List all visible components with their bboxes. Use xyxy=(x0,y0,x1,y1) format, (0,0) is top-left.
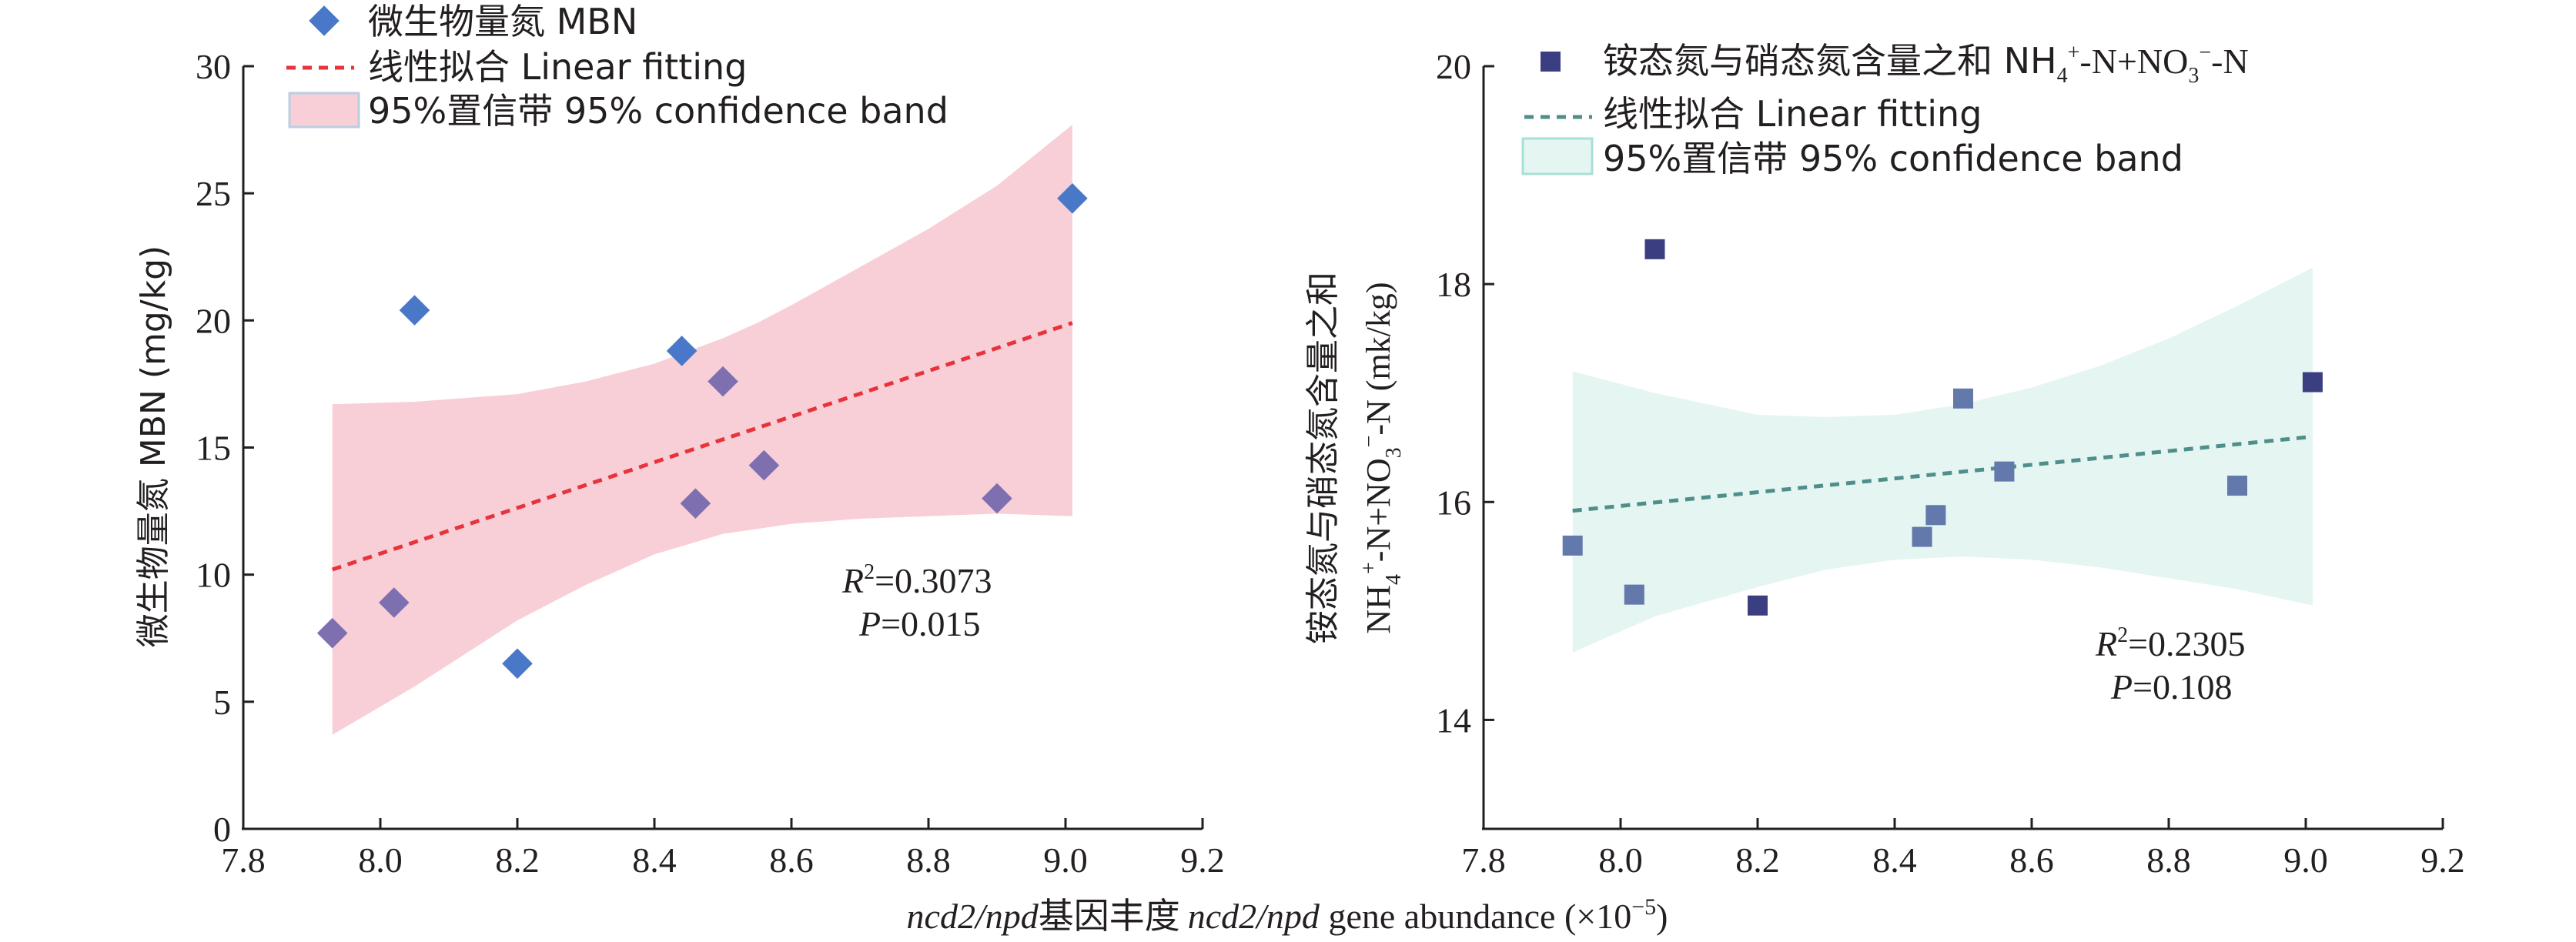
y-axis-label-line1: 铵态氮与硝态氮含量之和 xyxy=(1303,272,1343,644)
legend-marker-diamond xyxy=(309,5,340,36)
y-tick-label: 0 xyxy=(213,810,231,849)
x-tick-label: 9.0 xyxy=(2283,840,2328,880)
x-tick-label: 8.0 xyxy=(358,840,403,880)
r-squared-annotation: R2=0.2305 xyxy=(2095,623,2246,663)
data-points-layer xyxy=(1562,239,2323,616)
y-tick-label: 16 xyxy=(1436,483,1471,522)
data-point-diamond xyxy=(708,366,738,397)
confidence-band-layer xyxy=(332,125,1072,735)
x-tick-label: 8.8 xyxy=(906,840,951,880)
data-point-square xyxy=(1644,239,1665,259)
y-tick-label: 14 xyxy=(1436,700,1471,740)
data-point-diamond xyxy=(680,488,711,519)
p-value-annotation: P=0.015 xyxy=(858,604,981,643)
x-tick-label: 8.0 xyxy=(1598,840,1643,880)
y-axis-label-line2: NH4+-N+NO3−-N (mk/kg) xyxy=(1357,282,1406,633)
data-point-diamond xyxy=(316,617,348,649)
data-point-square xyxy=(2302,372,2323,392)
data-point-diamond xyxy=(502,648,533,680)
x-tick-label: 9.0 xyxy=(1043,840,1088,880)
data-point-diamond xyxy=(982,483,1012,514)
y-tick-label: 20 xyxy=(1436,47,1471,86)
x-tick-layer: 7.8 8.0 8.2 8.4 8.6 8.8 9.0 9.2 xyxy=(221,818,1225,880)
legend: 微生物量氮 MBN 线性拟合 Linear fitting 95%置信带 95%… xyxy=(286,1,948,132)
data-point-diamond xyxy=(666,336,698,366)
x-tick-label: 8.2 xyxy=(1735,840,1780,880)
data-point-diamond xyxy=(379,587,410,618)
fit-line-layer xyxy=(1572,434,2313,513)
data-point-square xyxy=(1953,388,1973,409)
confidence-band xyxy=(1572,267,2313,653)
chart-panel-nitrogen-sum: 14 16 18 20 7.8 8.0 8.2 8.4 8.6 8.8 9.0 9.2 铵态氮与硝态… xyxy=(1303,40,2465,880)
x-tick-label: 8.2 xyxy=(495,840,540,880)
x-tick-label: 9.2 xyxy=(1180,840,1225,880)
legend-points-label: 微生物量氮 MBN xyxy=(368,1,637,42)
legend-band-label: 95%置信带 95% confidence band xyxy=(368,90,948,132)
data-point-square xyxy=(1994,461,2015,482)
data-point-square xyxy=(2227,476,2247,496)
legend-points-label: 铵态氮与硝态氮含量之和 NH4+-N+NO3−-N xyxy=(1603,40,2249,88)
fit-line xyxy=(1572,434,2313,513)
data-point-square xyxy=(1912,526,1932,547)
x-tick-label: 8.6 xyxy=(2009,840,2054,880)
data-point-square xyxy=(1624,584,1644,605)
x-tick-label: 8.4 xyxy=(1872,840,1917,880)
x-tick-label: 8.8 xyxy=(2146,840,2191,880)
y-axis-label: 微生物量氮 MBN (mg/kg) xyxy=(134,246,173,647)
y-tick-label: 20 xyxy=(196,301,231,340)
y-tick-layer: 14 16 18 20 xyxy=(1436,47,1494,740)
r-squared-annotation: R2=0.3073 xyxy=(841,560,992,600)
chart-panel-mbn: 0 5 10 15 20 25 30 7.8 8.0 8.2 8.4 8.6 8.8 9.0 9.2 微生… xyxy=(134,1,1225,880)
legend-band-label: 95%置信带 95% confidence band xyxy=(1603,138,2183,179)
y-tick-label: 15 xyxy=(196,429,231,468)
data-points-layer xyxy=(316,182,1088,680)
legend-fit-label: 线性拟合 Linear fitting xyxy=(368,46,747,88)
legend-band-swatch xyxy=(1521,137,1594,175)
data-point-square xyxy=(1748,595,1768,616)
y-tick-label: 5 xyxy=(213,683,231,722)
legend-fit-label: 线性拟合 Linear fitting xyxy=(1603,93,1982,135)
y-tick-label: 30 xyxy=(196,47,231,86)
legend-band-swatch xyxy=(288,92,360,129)
y-tick-label: 25 xyxy=(196,174,231,213)
confidence-band xyxy=(332,125,1072,735)
x-tick-label: 7.8 xyxy=(1461,840,1506,880)
confidence-band-layer xyxy=(1572,267,2313,653)
x-tick-label: 8.4 xyxy=(632,840,677,880)
fit-line xyxy=(331,321,1073,572)
p-value-annotation: P=0.108 xyxy=(2110,667,2233,706)
x-tick-label: 8.6 xyxy=(769,840,814,880)
y-tick-layer: 0 5 10 15 20 25 30 xyxy=(196,47,254,849)
x-axis-label: ncd2/npd基因丰度 ncd2/npd gene abundance (×10… xyxy=(907,894,1668,937)
legend: 铵态氮与硝态氮含量之和 NH4+-N+NO3−-N 线性拟合 Linear fi… xyxy=(1521,40,2249,179)
x-tick-label: 7.8 xyxy=(221,840,266,880)
data-point-square xyxy=(1562,535,1583,556)
data-point-diamond xyxy=(399,295,430,326)
y-tick-label: 18 xyxy=(1436,265,1471,304)
data-point-diamond xyxy=(748,449,780,481)
x-tick-label: 9.2 xyxy=(2420,840,2465,880)
x-tick-layer: 7.8 8.0 8.2 8.4 8.6 8.8 9.0 9.2 xyxy=(1461,818,2465,880)
legend-marker-square xyxy=(1541,52,1561,72)
fit-line-layer xyxy=(331,321,1073,572)
data-point-square xyxy=(1925,505,1946,526)
y-tick-label: 10 xyxy=(196,556,231,595)
